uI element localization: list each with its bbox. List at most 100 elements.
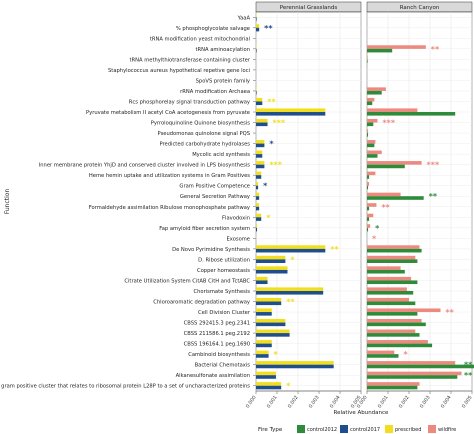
y-tick-label: Fap amyloid fiber secretion system: [159, 226, 250, 232]
legend-swatch: [385, 425, 393, 433]
bar-prescribed: [256, 224, 258, 228]
y-tick-label: Pyruvate metabolism II acetyl CoA acetog…: [86, 110, 250, 116]
bar-prescribed: [256, 276, 268, 281]
bar-prescribed: [256, 318, 286, 323]
bar-wildfire: [367, 150, 382, 155]
bar-wildfire: [367, 182, 370, 186]
bar-control2012: [367, 312, 418, 316]
bar-wildfire: [367, 255, 416, 260]
bar-control2012: [367, 364, 474, 369]
significance-marker: *: [286, 382, 291, 391]
panel-title: Ranch Canyon: [400, 5, 440, 11]
y-tick-label: Alkanesulfonate assimilation: [176, 373, 250, 379]
y-tick-label: Bacterial Chemotaxis: [195, 363, 251, 369]
bar-prescribed: [256, 340, 272, 344]
y-tick-label: Formaldehyde assimilation Ribulose monop…: [89, 205, 250, 211]
bar-prescribed: [256, 287, 324, 291]
significance-marker: **: [264, 24, 273, 33]
y-tick-label: A gram positive cluster that relates to …: [0, 384, 250, 390]
y-tick-label: Heme hemin uptake and utilization system…: [89, 173, 250, 179]
bar-control2012: [367, 322, 426, 327]
y-axis-title: Function: [4, 189, 11, 215]
legend-label: prescribed: [395, 427, 421, 433]
y-tick-label: Gram Positive Competence: [179, 184, 250, 190]
bar-control2012: [367, 154, 378, 158]
bar-control2017: [256, 122, 268, 127]
bar-prescribed: [256, 350, 269, 355]
bar-prescribed: [256, 245, 326, 249]
y-tick-label: CBSS 196164.1 peg.1690: [184, 342, 250, 348]
bar-prescribed: [256, 308, 272, 313]
bar-prescribed: [256, 192, 260, 197]
y-tick-label: tRNA methylthiotransferase containing cl…: [129, 57, 250, 63]
y-tick-label: Rcs phosphorelay signal transduction pat…: [129, 99, 250, 105]
bar-wildfire: [367, 171, 376, 176]
bar-prescribed: [256, 382, 282, 386]
bar-control2012: [367, 196, 424, 200]
bar-prescribed: [256, 371, 276, 376]
bar-wildfire: [367, 129, 369, 134]
significance-marker: **: [431, 45, 440, 54]
bar-control2017: [256, 101, 263, 106]
y-tick-label: tRNA aminoacylation: [195, 47, 250, 53]
significance-marker: *: [274, 350, 279, 359]
bar-control2012: [367, 133, 369, 137]
y-tick-label: General Secretion Pathway: [180, 194, 250, 200]
bar-wildfire: [367, 266, 401, 270]
bar-control2017: [256, 185, 259, 190]
bar-prescribed: [256, 150, 263, 155]
bar-wildfire: [367, 118, 378, 123]
bar-prescribed: [256, 361, 334, 365]
bar-wildfire: [367, 45, 426, 49]
bar-prescribed: [256, 203, 260, 207]
y-tick-label: D. Ribose utilization: [198, 257, 250, 263]
bar-wildfire: [367, 192, 401, 197]
y-tick-label: tRNA modification yeast mitochondrial: [150, 36, 250, 42]
y-tick-label: Cell Division Cluster: [198, 310, 251, 316]
legend-title: Fire Type: [258, 427, 283, 433]
bar-control2012: [367, 164, 405, 169]
significance-marker: **: [446, 308, 455, 317]
bar-control2017: [256, 112, 326, 116]
y-tick-label: YaaA: [237, 15, 251, 21]
bar-control2012: [367, 112, 456, 116]
x-tick-label: 0.004: [440, 395, 453, 410]
bar-prescribed: [256, 297, 282, 302]
bar-control2017: [256, 385, 282, 390]
bar-control2012: [367, 206, 370, 211]
bar-wildfire: [367, 287, 407, 291]
y-tick-label: rRNA modification Archaea: [180, 89, 250, 95]
bar-wildfire: [367, 213, 374, 218]
bar-control2012: [367, 227, 369, 232]
bar-control2012: [367, 333, 420, 337]
significance-marker: *: [290, 255, 295, 264]
x-axis-title: Relative Abundance: [334, 410, 390, 416]
x-tick-label: 0.003: [419, 395, 432, 410]
legend-label: wildfire: [438, 427, 456, 433]
y-tick-labels: YaaA % phosphoglycolate salvage tRNA modif…: [0, 15, 251, 389]
bar-control2012: [367, 354, 399, 358]
bar-control2012: [367, 280, 418, 285]
bar-control2012: [367, 290, 414, 295]
bar-control2017: [256, 248, 326, 253]
bar-control2017: [256, 90, 257, 95]
x-tick-label: 0.004: [329, 395, 342, 410]
bar-control2017: [256, 375, 276, 379]
x-tick-label: 0.000: [245, 395, 258, 410]
bar-prescribed: [256, 255, 286, 260]
significance-marker: *: [372, 234, 377, 243]
bar-control2012: [367, 185, 369, 190]
bar-control2017: [256, 196, 260, 200]
bar-prescribed: [256, 97, 263, 102]
bar-prescribed: [256, 182, 259, 186]
significance-marker: **: [267, 97, 276, 106]
bar-wildfire: [367, 308, 441, 313]
bar-prescribed: [256, 266, 288, 270]
bar-wildfire: [367, 276, 412, 281]
significance-marker: ***: [427, 161, 440, 170]
significance-marker: *: [404, 350, 409, 359]
y-tick-label: Predicted carbohydrate hydrolases: [159, 142, 250, 148]
bar-control2017: [256, 164, 265, 169]
y-tick-label: Chloroaromatic degradation pathway: [153, 300, 250, 306]
bar-control2017: [256, 280, 268, 285]
